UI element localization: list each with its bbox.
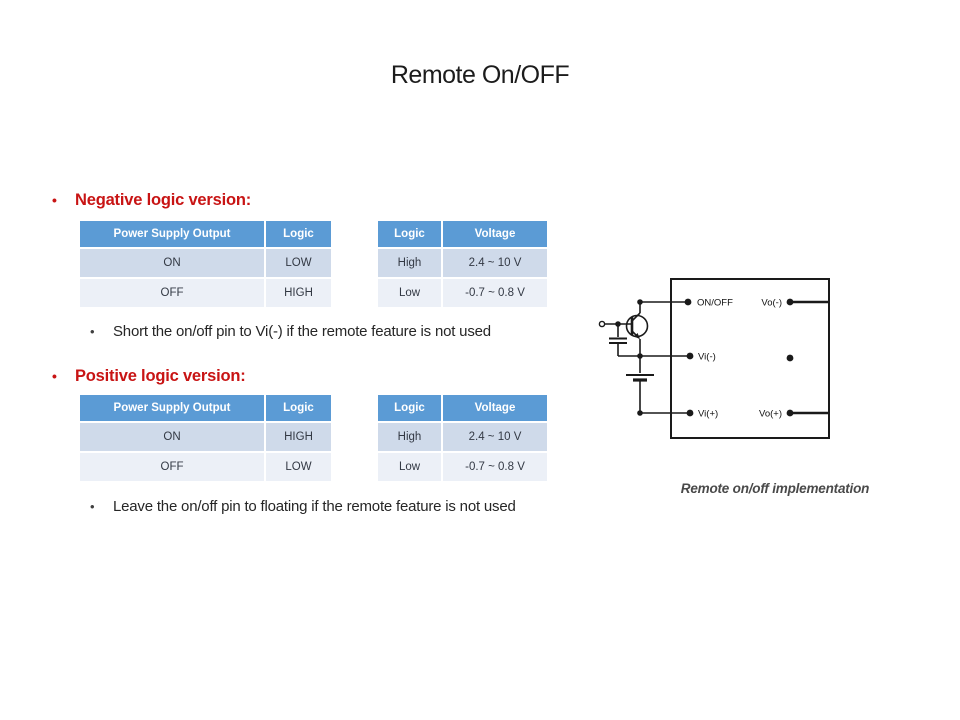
section-heading-positive: • Positive logic version:: [52, 365, 246, 387]
power-module-box: [670, 278, 830, 439]
section-heading-label: Positive logic version:: [75, 367, 246, 385]
negative-power-supply-table: Power Supply Output Logic ON LOW OFF HIG…: [78, 219, 333, 309]
pin-dots: [684, 298, 794, 417]
table-cell: HIGH: [266, 279, 331, 307]
table-row: Low -0.7 ~ 0.8 V: [378, 279, 547, 307]
table-cell: LOW: [266, 453, 331, 481]
table-row: High 2.4 ~ 10 V: [378, 423, 547, 451]
table-row: OFF LOW: [80, 453, 331, 481]
note-negative: • Short the on/off pin to Vi(-) if the re…: [90, 322, 491, 342]
column-header: Voltage: [443, 395, 547, 421]
table-row: OFF HIGH: [80, 279, 331, 307]
junction-dots: [615, 299, 643, 416]
table-cell: HIGH: [266, 423, 331, 451]
section-heading-negative: • Negative logic version:: [52, 189, 251, 211]
table-cell: LOW: [266, 249, 331, 277]
table-cell: 2.4 ~ 10 V: [443, 423, 547, 451]
note-text: Short the on/off pin to Vi(-) if the rem…: [113, 323, 491, 340]
table-cell: OFF: [80, 453, 264, 481]
positive-power-supply-table: Power Supply Output Logic ON HIGH OFF LO…: [78, 393, 333, 483]
positive-voltage-table: Logic Voltage High 2.4 ~ 10 V Low -0.7 ~…: [376, 393, 549, 483]
table-row: ON LOW: [80, 249, 331, 277]
transistor-icon: [625, 314, 649, 338]
table-cell: High: [378, 423, 441, 451]
remote-onoff-circuit-diagram: ON/OFF Vo(-) Vi(-) Vi(+) Vo(+): [598, 278, 830, 439]
transistor-emitter-arrow-icon: [634, 333, 640, 339]
input-terminal-icon: [598, 320, 606, 328]
pin-label-vo-neg: Vo(-): [761, 298, 782, 309]
column-header: Logic: [378, 395, 441, 421]
diagram-caption: Remote on/off implementation: [680, 481, 870, 496]
pin-label-vi-pos: Vi(+): [698, 409, 718, 420]
bullet-icon: •: [52, 192, 57, 208]
table-cell: Low: [378, 453, 441, 481]
table-cell: ON: [80, 423, 264, 451]
negative-voltage-table: Logic Voltage High 2.4 ~ 10 V Low -0.7 ~…: [376, 219, 549, 309]
note-positive: • Leave the on/off pin to floating if the…: [90, 497, 516, 517]
column-header: Power Supply Output: [80, 395, 264, 421]
slide-title: Remote On/OFF: [390, 61, 570, 89]
column-header: Logic: [266, 221, 331, 247]
table-cell: OFF: [80, 279, 264, 307]
bullet-icon: •: [90, 499, 95, 514]
table-cell: -0.7 ~ 0.8 V: [443, 279, 547, 307]
column-header: Voltage: [443, 221, 547, 247]
table-row: Low -0.7 ~ 0.8 V: [378, 453, 547, 481]
column-header: Power Supply Output: [80, 221, 264, 247]
section-heading-label: Negative logic version:: [75, 191, 252, 209]
bullet-icon: •: [90, 324, 95, 339]
pin-label-onoff: ON/OFF: [697, 298, 733, 309]
table-cell: High: [378, 249, 441, 277]
bullet-icon: •: [52, 368, 57, 384]
table-row: ON HIGH: [80, 423, 331, 451]
wires: [604, 300, 830, 415]
column-header: Logic: [378, 221, 441, 247]
table-cell: Low: [378, 279, 441, 307]
column-header: Logic: [266, 395, 331, 421]
note-text: Leave the on/off pin to floating if the …: [113, 498, 516, 515]
table-cell: -0.7 ~ 0.8 V: [443, 453, 547, 481]
pin-label-vi-neg: Vi(-): [698, 352, 716, 363]
table-cell: 2.4 ~ 10 V: [443, 249, 547, 277]
pin-label-vo-pos: Vo(+): [759, 409, 782, 420]
table-cell: ON: [80, 249, 264, 277]
table-row: High 2.4 ~ 10 V: [378, 249, 547, 277]
